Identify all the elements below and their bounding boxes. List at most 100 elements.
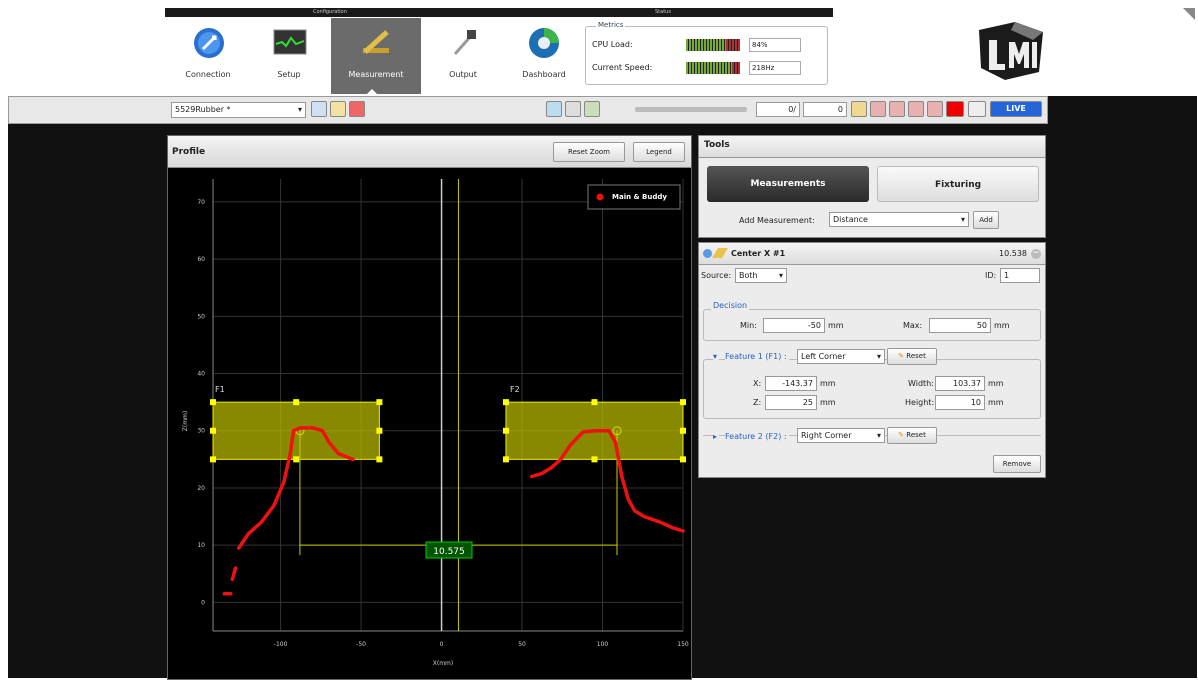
source-label: Source:	[701, 271, 732, 280]
snapshot-icon[interactable]	[546, 101, 562, 117]
max-field[interactable]: 50	[929, 318, 991, 333]
min-field[interactable]: -50	[763, 318, 825, 333]
x-tick-label: 50	[518, 641, 526, 648]
nav-dashboard[interactable]: Dashboard	[503, 18, 585, 94]
nav-measurement[interactable]: Measurement	[331, 18, 421, 94]
wand-icon: ✎	[898, 352, 905, 360]
resize-handle	[502, 399, 509, 406]
y-tick-label: 70	[197, 199, 205, 206]
blank-icon[interactable]	[968, 101, 986, 117]
resize-handle	[293, 456, 300, 463]
toggle-icon[interactable]	[703, 249, 712, 258]
profile-point	[642, 515, 646, 519]
stop-icon[interactable]	[349, 101, 365, 117]
feature2-reset-button[interactable]: ✎ Reset	[887, 427, 937, 444]
profile-point	[559, 457, 563, 461]
section-configuration: Configuration	[313, 9, 347, 15]
feature2-value: Right Corner	[801, 431, 852, 440]
measurement-panel: Center X #1 10.538 − Source: Both ▾ ID: …	[698, 242, 1046, 478]
plot-legend: Main & Buddy	[587, 184, 681, 210]
play-icon[interactable]	[889, 101, 905, 117]
add-measurement-select[interactable]: Distance ▾	[829, 212, 969, 227]
profile-point	[681, 529, 685, 533]
feature1-value: Left Corner	[801, 352, 846, 361]
profile-plot[interactable]: -100 -50 0 50 100 150 0 10 20 30 40 50 60 70 X(mm) Z(…	[168, 169, 691, 679]
decision-label: Decision	[711, 301, 750, 310]
nav-output[interactable]: Output	[423, 18, 503, 94]
nav-setup[interactable]: Setup	[249, 18, 329, 94]
profile-header: Profile Reset Zoom Legend	[168, 136, 691, 168]
dashboard-icon	[529, 28, 559, 58]
resize-handle	[502, 427, 509, 434]
profile-point	[259, 520, 263, 524]
replay-slider[interactable]	[635, 107, 747, 112]
feature1-select[interactable]: Left Corner ▾	[797, 349, 885, 364]
connection-icon	[194, 28, 224, 58]
z-field[interactable]: 25	[765, 395, 817, 410]
nav-setup-label: Setup	[277, 70, 301, 79]
job-select[interactable]: 5529Rubber * ▾	[171, 102, 306, 118]
corner-fold-icon	[1183, 8, 1195, 20]
height-field[interactable]: 10	[935, 395, 985, 410]
resize-handle	[376, 399, 383, 406]
step-back-icon[interactable]	[870, 101, 886, 117]
x-field[interactable]: -143.37	[765, 376, 817, 391]
export-icon[interactable]	[565, 101, 581, 117]
profile-point	[607, 429, 611, 433]
width-label: Width:	[908, 379, 934, 388]
replay-icon[interactable]	[927, 101, 943, 117]
add-measurement-label: Add Measurement:	[739, 216, 815, 225]
source-select[interactable]: Both ▾	[735, 268, 787, 283]
load-icon[interactable]	[330, 101, 346, 117]
f1-label: F1	[215, 385, 225, 394]
legend-button[interactable]: Legend	[633, 142, 685, 162]
nav-connection[interactable]: Connection	[168, 18, 248, 94]
nav-dashboard-label: Dashboard	[522, 70, 566, 79]
f2-label: F2	[510, 385, 520, 394]
resize-handle	[502, 456, 509, 463]
remove-button[interactable]: Remove	[993, 455, 1041, 473]
feature2-select[interactable]: Right Corner ▾	[797, 428, 885, 443]
tools-panel: Tools Measurements Fixturing Add Measure…	[698, 135, 1046, 238]
width-field[interactable]: 103.37	[935, 376, 985, 391]
profile-point	[291, 429, 295, 433]
x-label: X:	[753, 379, 762, 388]
profile-point	[282, 480, 286, 484]
tab-measurements[interactable]: Measurements	[707, 166, 869, 202]
frame-position[interactable]: 0/	[756, 102, 800, 117]
id-field[interactable]: 1	[1000, 268, 1040, 283]
profile-point	[613, 440, 617, 444]
profile-title: Profile	[172, 147, 206, 157]
metrics-title: Metrics	[596, 21, 626, 29]
profile-point	[549, 466, 553, 470]
feature1-group	[703, 359, 1041, 419]
profile-point	[234, 566, 238, 570]
feature1-expander[interactable]: ▾	[713, 352, 720, 361]
add-button[interactable]: Add	[973, 211, 999, 229]
tool-icon[interactable]	[851, 101, 867, 117]
decision-group	[703, 309, 1041, 341]
save-icon[interactable]	[311, 101, 327, 117]
live-button[interactable]: LIVE	[990, 101, 1042, 117]
step-forward-icon[interactable]	[908, 101, 924, 117]
record-icon[interactable]	[946, 101, 964, 117]
feature2-expander[interactable]: ▸	[713, 432, 720, 441]
setup-icon	[273, 29, 307, 55]
profile-point	[658, 520, 662, 524]
plot-ticks: -100 -50 0 50 100 150 0 10 20 30 40 50 60 70	[197, 199, 689, 648]
cpu-load-label: CPU Load:	[592, 40, 633, 49]
y-tick-label: 50	[197, 313, 205, 320]
nav-measurement-label: Measurement	[348, 70, 404, 79]
profile-point	[594, 429, 598, 433]
filter-icon[interactable]	[584, 101, 600, 117]
chevron-down-icon: ▾	[960, 215, 965, 224]
tab-fixturing[interactable]: Fixturing	[877, 166, 1039, 202]
collapse-icon[interactable]: −	[1031, 248, 1041, 259]
reset-zoom-button[interactable]: Reset Zoom	[553, 142, 625, 162]
feature1-reset-button[interactable]: ✎ Reset	[887, 348, 937, 365]
plot-overlay	[210, 179, 686, 631]
profile-point	[633, 509, 637, 513]
x-tick-label: -100	[274, 641, 288, 648]
feature2-label: Feature 2 (F2) :	[725, 432, 789, 441]
job-select-value: 5529Rubber *	[175, 105, 231, 114]
